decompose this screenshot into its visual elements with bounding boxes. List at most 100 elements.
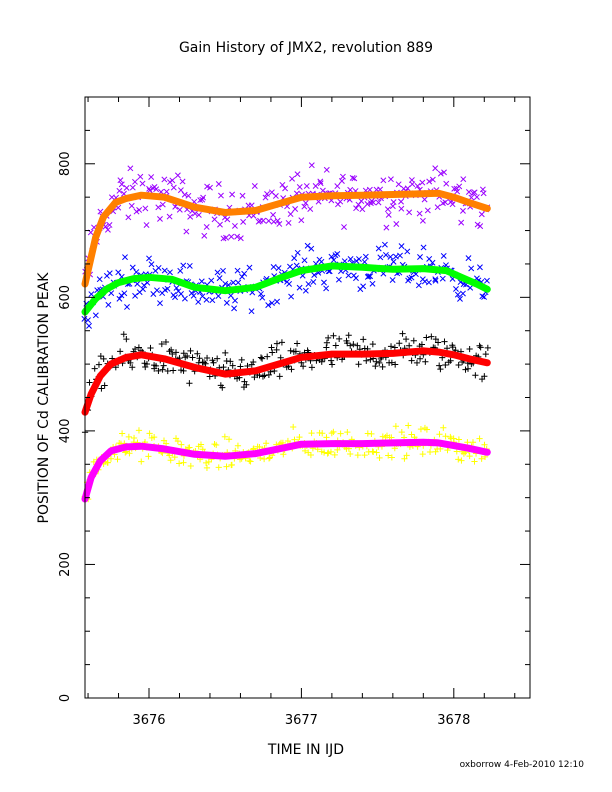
data-point — [476, 264, 483, 271]
data-point — [351, 175, 358, 182]
data-point — [215, 181, 222, 187]
data-point — [376, 454, 383, 461]
data-point — [229, 191, 236, 198]
data-point — [298, 217, 305, 224]
data-point — [387, 176, 394, 183]
data-point — [369, 280, 376, 287]
data-point — [449, 343, 456, 351]
data-point — [335, 276, 342, 283]
data-point — [195, 299, 202, 305]
data-point — [274, 217, 281, 224]
data-point — [429, 259, 436, 266]
data-point — [264, 353, 271, 360]
data-point — [410, 337, 417, 344]
data-point — [318, 358, 325, 365]
data-point — [292, 348, 299, 355]
data-point — [311, 272, 318, 279]
data-point — [428, 333, 435, 340]
data-point — [425, 279, 432, 286]
data-point — [387, 253, 394, 260]
y-tick-label: 600 — [58, 285, 73, 310]
data-point — [187, 462, 194, 470]
data-point — [460, 450, 467, 457]
data-point — [305, 281, 312, 287]
data-point — [187, 213, 194, 220]
data-point — [436, 362, 443, 369]
data-point — [460, 176, 467, 183]
data-point — [184, 352, 191, 360]
data-point — [432, 276, 439, 283]
data-point — [163, 188, 170, 195]
data-point — [207, 184, 213, 191]
data-point — [139, 180, 146, 187]
data-point — [385, 452, 392, 459]
data-point — [246, 264, 253, 271]
data-point — [265, 371, 272, 378]
data-point — [162, 338, 170, 346]
data-point — [308, 429, 315, 437]
data-point — [480, 190, 487, 197]
data-point — [334, 446, 341, 453]
data-point — [392, 423, 399, 430]
data-point — [132, 292, 139, 299]
data-point — [132, 178, 138, 185]
data-point — [293, 262, 300, 269]
data-point — [412, 271, 419, 278]
y-tick-label: 200 — [58, 552, 73, 577]
data-point — [471, 189, 478, 196]
data-point — [168, 346, 175, 353]
data-point — [437, 445, 444, 452]
data-point — [347, 256, 354, 262]
data-point — [350, 341, 357, 348]
data-point — [382, 251, 389, 258]
data-point — [376, 359, 383, 366]
data-point — [167, 457, 174, 464]
data-point — [336, 335, 343, 342]
data-point — [449, 201, 456, 208]
data-point — [341, 258, 348, 265]
data-point — [232, 297, 239, 304]
data-point — [169, 177, 176, 184]
data-point — [362, 253, 369, 260]
data-point — [215, 293, 222, 299]
data-point — [467, 284, 474, 291]
data-point — [202, 459, 210, 467]
data-point — [137, 173, 144, 180]
data-point — [116, 295, 123, 302]
data-point — [179, 178, 186, 185]
data-point — [476, 435, 483, 442]
data-point — [296, 183, 303, 190]
data-point — [279, 181, 286, 188]
data-point — [287, 211, 294, 218]
data-point — [237, 363, 244, 370]
data-point — [419, 217, 426, 224]
data-point — [460, 207, 466, 214]
data-point — [270, 264, 277, 270]
data-point — [455, 361, 462, 369]
data-point — [123, 336, 130, 343]
data-point — [172, 294, 179, 301]
data-point — [415, 282, 422, 289]
data-point — [397, 252, 403, 259]
data-point — [432, 165, 439, 172]
data-point — [457, 295, 463, 302]
data-point — [88, 291, 95, 298]
data-point — [273, 346, 280, 354]
data-point — [152, 362, 160, 370]
data-point — [148, 174, 155, 180]
data-point — [423, 334, 430, 341]
data-point — [155, 204, 162, 211]
data-point — [97, 353, 104, 360]
data-point — [202, 360, 209, 367]
data-point — [437, 170, 444, 177]
data-point — [220, 267, 226, 274]
data-point — [420, 244, 427, 251]
fit-line — [81, 347, 491, 416]
data-point — [133, 269, 140, 276]
data-point — [301, 257, 308, 264]
data-point — [135, 427, 143, 434]
data-point — [308, 364, 316, 371]
data-point — [167, 269, 173, 276]
data-point — [285, 219, 292, 226]
data-point — [414, 182, 421, 189]
